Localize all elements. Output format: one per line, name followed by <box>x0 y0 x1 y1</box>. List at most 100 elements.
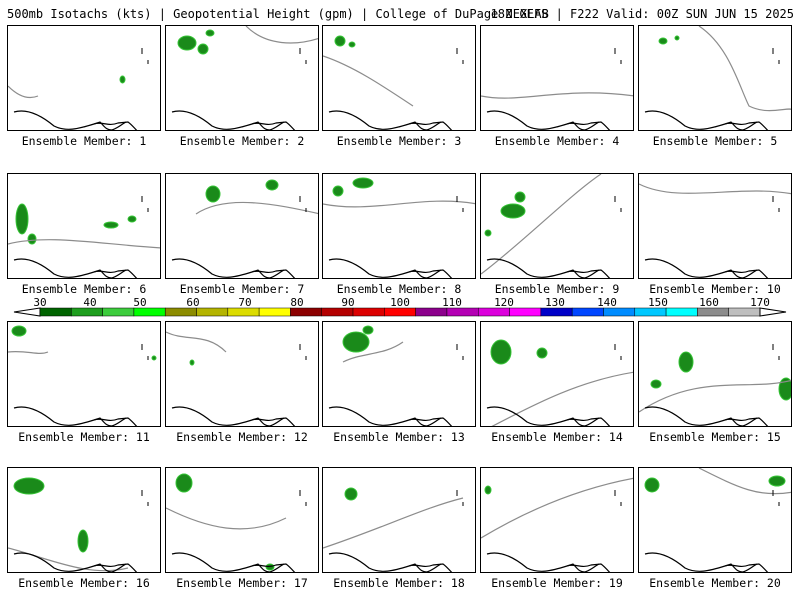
map-canvas <box>171 179 318 278</box>
ensemble-member-map <box>480 467 634 573</box>
map-canvas <box>166 331 307 426</box>
ensemble-member-label: Ensemble Member: 12 <box>176 430 308 444</box>
colorbar-swatch <box>665 307 698 317</box>
height-contour <box>481 477 633 539</box>
isotach-area <box>205 29 215 37</box>
coastline <box>486 406 611 426</box>
coastline <box>171 552 296 572</box>
ensemble-member-map <box>165 25 319 131</box>
isotach-area <box>678 351 694 373</box>
map-title: 500mb Isotachs (kts) | Geopotential Heig… <box>7 7 549 21</box>
colorbar-tick-label: 130 <box>545 296 565 309</box>
colorbar-tick-label: 110 <box>442 296 462 309</box>
isotach-area <box>265 179 279 191</box>
ensemble-member-map <box>165 321 319 427</box>
height-contour <box>8 239 160 249</box>
coastline <box>328 406 453 426</box>
isotach-area <box>177 35 197 51</box>
colorbar-swatch <box>39 307 72 317</box>
colorbar-swatch <box>540 307 573 317</box>
map-canvas <box>644 26 791 130</box>
coastline <box>13 406 138 426</box>
colorbar-swatch <box>352 307 385 317</box>
coastline <box>328 110 453 130</box>
ensemble-member-label: Ensemble Member: 18 <box>333 576 465 590</box>
height-contour <box>8 547 129 572</box>
height-contour <box>698 468 791 495</box>
isotach-area <box>13 477 45 495</box>
height-contour <box>481 92 633 99</box>
isotach-area <box>778 377 791 401</box>
ensemble-member-map <box>165 173 319 279</box>
isotach-colorbar <box>13 307 787 317</box>
ensemble-member-map <box>7 173 161 279</box>
ensemble-member-label: Ensemble Member: 8 <box>336 282 462 296</box>
coastline <box>644 110 769 130</box>
ensemble-member-label: Ensemble Member: 5 <box>652 134 778 148</box>
colorbar-tick-label: 70 <box>238 296 252 309</box>
isotach-area <box>352 177 374 189</box>
isotach-area <box>15 203 29 235</box>
colorbar-tick-label: 160 <box>699 296 719 309</box>
height-contour <box>8 85 39 99</box>
colorbar-max-arrow <box>759 307 787 317</box>
colorbar-swatch <box>321 307 354 317</box>
ensemble-member-label: Ensemble Member: 17 <box>176 576 308 590</box>
map-canvas <box>323 177 475 278</box>
map-canvas <box>481 48 633 130</box>
colorbar-tick-label: 150 <box>648 296 668 309</box>
colorbar-swatch <box>509 307 542 317</box>
isotach-area <box>127 215 137 223</box>
isotach-area <box>11 325 27 337</box>
ensemble-member-map <box>638 25 792 131</box>
ensemble-member-label: Ensemble Member: 4 <box>494 134 620 148</box>
ensemble-member-label: Ensemble Member: 1 <box>21 134 147 148</box>
height-contour <box>639 183 791 195</box>
ensemble-member-map <box>322 467 476 573</box>
colorbar-swatch <box>634 307 667 317</box>
ensemble-member-label: Ensemble Member: 19 <box>491 576 623 590</box>
map-canvas <box>644 468 791 572</box>
ensemble-member-label: Ensemble Member: 6 <box>21 282 147 296</box>
height-contour <box>698 26 791 112</box>
isotach-area <box>658 37 668 45</box>
coastline <box>644 552 769 572</box>
coastline <box>171 110 296 130</box>
colorbar-tick-label: 140 <box>597 296 617 309</box>
height-contour <box>491 371 633 426</box>
coastline <box>171 406 296 426</box>
ensemble-member-label: Ensemble Member: 15 <box>649 430 781 444</box>
colorbar-tick-label: 90 <box>341 296 355 309</box>
isotach-area <box>103 221 119 229</box>
isotach-area <box>205 185 221 203</box>
colorbar-swatch <box>446 307 479 317</box>
isotach-area <box>151 355 157 361</box>
height-contour <box>166 331 227 353</box>
isotach-area <box>265 563 275 571</box>
colorbar-swatch <box>728 307 761 317</box>
isotach-area <box>514 191 526 203</box>
coastline <box>486 110 611 130</box>
ensemble-member-label: Ensemble Member: 9 <box>494 282 620 296</box>
colorbar-swatch <box>71 307 103 317</box>
valid-time: 18Z GEFS | F222 Valid: 00Z SUN JUN 15 20… <box>490 7 794 21</box>
isotach-area <box>332 185 344 197</box>
ensemble-member-map <box>480 173 634 279</box>
colorbar-tick-label: 100 <box>390 296 410 309</box>
isotach-area <box>484 485 492 495</box>
coastline <box>171 258 296 278</box>
map-canvas <box>166 473 307 572</box>
map-canvas <box>8 48 149 130</box>
colorbar-tick-label: 80 <box>290 296 304 309</box>
ensemble-member-map <box>638 321 792 427</box>
ensemble-member-map <box>165 467 319 573</box>
colorbar-swatch <box>384 307 416 317</box>
colorbar-tick-label: 40 <box>83 296 97 309</box>
ensemble-member-map <box>638 173 792 279</box>
isotach-area <box>344 487 358 501</box>
isotach-area <box>644 477 660 493</box>
ensemble-member-label: Ensemble Member: 16 <box>18 576 150 590</box>
map-canvas <box>8 196 160 278</box>
ensemble-member-label: Ensemble Member: 20 <box>649 576 781 590</box>
ensemble-member-map <box>638 467 792 573</box>
